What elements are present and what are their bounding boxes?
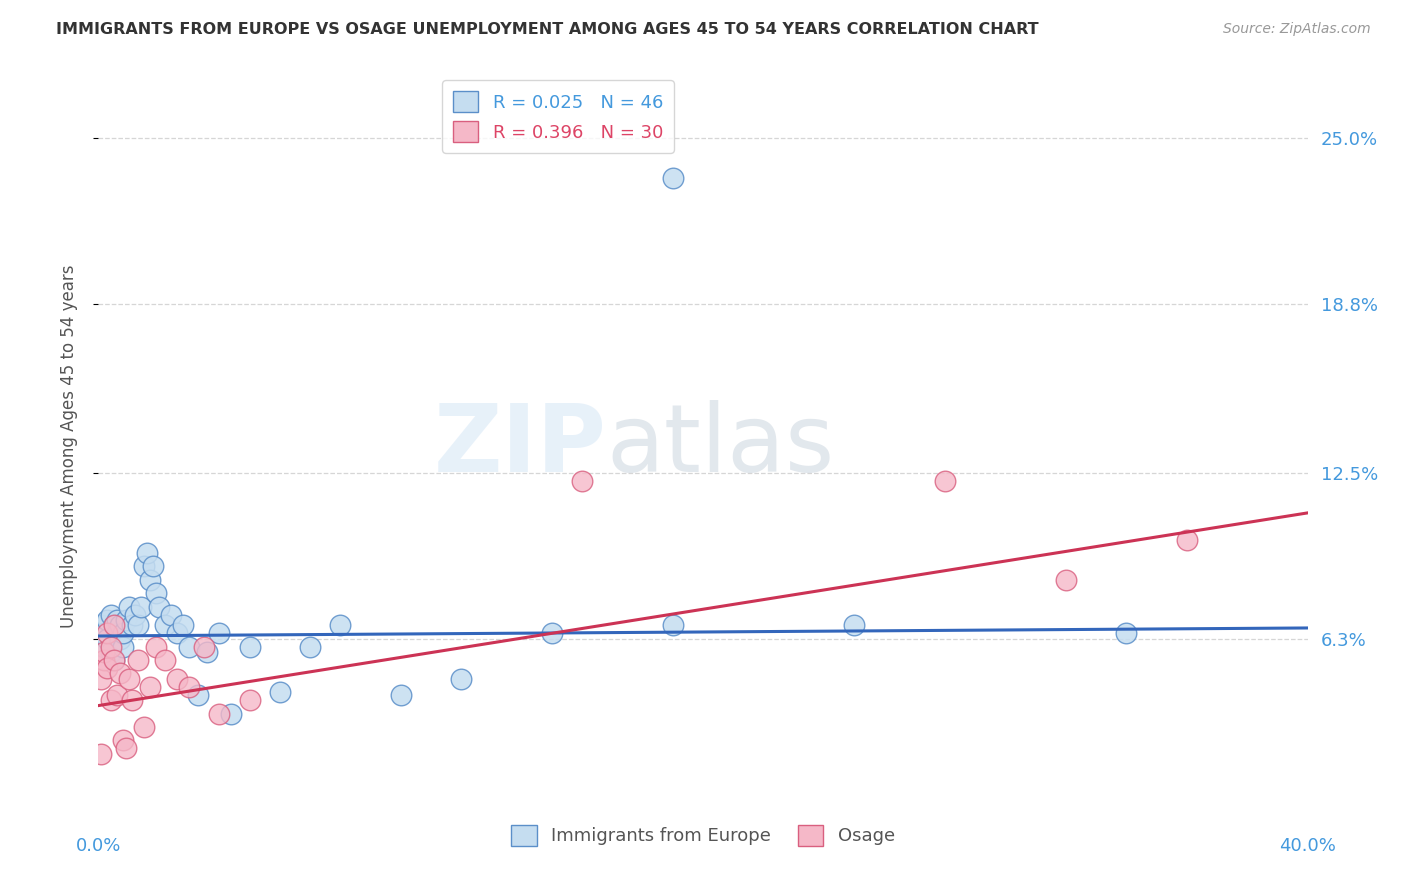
Point: [103, 653, 125, 667]
Point: [93, 626, 115, 640]
Point: [1054, 573, 1077, 587]
Point: [540, 626, 562, 640]
Point: [118, 599, 141, 614]
Point: [221, 706, 243, 721]
Point: [329, 618, 352, 632]
Point: [239, 640, 262, 654]
Point: [269, 685, 291, 699]
Point: [1115, 626, 1137, 640]
Point: [153, 653, 176, 667]
Point: [100, 607, 122, 622]
Point: [153, 618, 176, 632]
Point: [100, 645, 122, 659]
Text: ZIP: ZIP: [433, 400, 606, 492]
Point: [179, 640, 201, 654]
Point: [108, 618, 131, 632]
Point: [105, 613, 128, 627]
Point: [132, 720, 155, 734]
Point: [105, 626, 128, 640]
Text: IMMIGRANTS FROM EUROPE VS OSAGE UNEMPLOYMENT AMONG AGES 45 TO 54 YEARS CORRELATI: IMMIGRANTS FROM EUROPE VS OSAGE UNEMPLOY…: [56, 22, 1039, 37]
Point: [571, 474, 593, 488]
Point: [160, 607, 183, 622]
Point: [90, 672, 112, 686]
Point: [193, 640, 215, 654]
Point: [105, 688, 128, 702]
Point: [111, 640, 134, 654]
Point: [90, 618, 112, 632]
Point: [93, 645, 115, 659]
Point: [121, 618, 143, 632]
Point: [1175, 533, 1198, 547]
Point: [111, 626, 134, 640]
Point: [450, 672, 472, 686]
Point: [129, 599, 152, 614]
Point: [142, 559, 165, 574]
Point: [299, 640, 322, 654]
Point: [118, 672, 141, 686]
Y-axis label: Unemployment Among Ages 45 to 54 years: Unemployment Among Ages 45 to 54 years: [59, 264, 77, 628]
Point: [195, 645, 218, 659]
Point: [96, 632, 118, 646]
Point: [103, 653, 125, 667]
Point: [124, 607, 146, 622]
Point: [172, 618, 194, 632]
Text: atlas: atlas: [606, 400, 835, 492]
Point: [135, 546, 157, 560]
Point: [96, 626, 118, 640]
Point: [661, 618, 683, 632]
Point: [93, 653, 115, 667]
Point: [844, 618, 866, 632]
Point: [127, 653, 149, 667]
Point: [114, 613, 136, 627]
Point: [127, 618, 149, 632]
Point: [90, 747, 112, 761]
Point: [108, 632, 131, 646]
Point: [187, 688, 209, 702]
Text: Source: ZipAtlas.com: Source: ZipAtlas.com: [1223, 22, 1371, 37]
Legend: Immigrants from Europe, Osage: Immigrants from Europe, Osage: [503, 818, 903, 853]
Point: [179, 680, 201, 694]
Point: [103, 618, 125, 632]
Point: [145, 640, 167, 654]
Point: [145, 586, 167, 600]
Point: [166, 672, 188, 686]
Point: [103, 618, 125, 632]
Point: [139, 680, 162, 694]
Point: [661, 171, 683, 186]
Point: [139, 573, 162, 587]
Point: [132, 559, 155, 574]
Point: [114, 741, 136, 756]
Point: [166, 626, 188, 640]
Point: [121, 693, 143, 707]
Point: [239, 693, 262, 707]
Point: [111, 733, 134, 747]
Point: [208, 706, 231, 721]
Point: [934, 474, 956, 488]
Point: [93, 640, 115, 654]
Point: [148, 599, 170, 614]
Point: [96, 613, 118, 627]
Point: [100, 693, 122, 707]
Point: [96, 661, 118, 675]
Point: [100, 640, 122, 654]
Point: [208, 626, 231, 640]
Point: [108, 666, 131, 681]
Point: [389, 688, 412, 702]
